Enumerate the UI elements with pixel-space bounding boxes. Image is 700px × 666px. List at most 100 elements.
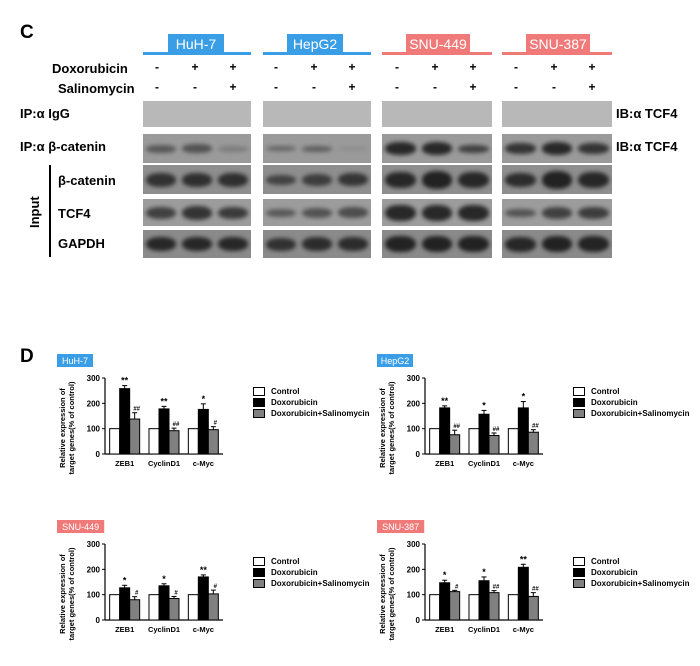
treatment-sign: + [588, 60, 596, 74]
blot-panel [143, 134, 251, 163]
blot-band [218, 145, 248, 152]
cell-line-underline [143, 52, 251, 55]
treatment-sign: - [312, 80, 316, 94]
y-axis-label-line: target genes(% of control) [387, 381, 396, 474]
bar [488, 592, 500, 621]
chart-title-tag [377, 520, 425, 533]
legend-label: Doxorubicin [591, 568, 638, 577]
blot-band [338, 237, 368, 251]
blot-band [421, 236, 453, 252]
bar [478, 413, 490, 455]
y-axis-label: Relative expression of target genes(% of … [378, 381, 396, 474]
significance-marker: # [214, 584, 218, 590]
bar [439, 407, 451, 455]
significance-marker: ## [173, 422, 180, 428]
x-category-label: CyclinD1 [468, 625, 500, 634]
significance-marker: # [214, 421, 218, 427]
significance-marker: ** [160, 396, 168, 406]
blot-band [338, 173, 368, 186]
cell-line-tag: HuH-7 [168, 34, 224, 54]
significance-marker: ## [133, 407, 140, 413]
y-tick-label: 100 [407, 591, 421, 600]
blot-panel [143, 165, 251, 194]
blot-panel [502, 134, 612, 163]
legend-label: Doxorubicin+Salinomycin [271, 579, 370, 588]
panel-d-letter: D [20, 346, 34, 367]
legend-label: Doxorubicin [271, 398, 318, 407]
y-tick-label: 200 [87, 565, 101, 574]
legend-label: Control [271, 557, 300, 566]
bar [187, 428, 199, 455]
blot-band [302, 145, 332, 152]
legend-swatch [573, 398, 585, 407]
blot-band [578, 236, 609, 252]
blot-panel [263, 101, 371, 127]
blot-panel [382, 199, 492, 226]
row-label-tcf4: TCF4 [58, 206, 91, 221]
legend-swatch [253, 409, 265, 418]
row-label-gapdh: GAPDH [58, 236, 105, 251]
treatment-sign: + [588, 80, 596, 94]
bar [129, 599, 141, 621]
bar [527, 595, 539, 621]
bar [468, 428, 480, 455]
treatment-sign: + [348, 80, 356, 94]
blot-panel [382, 165, 492, 194]
x-category-label: ZEB1 [115, 459, 134, 468]
legend-swatch [573, 579, 585, 588]
significance-marker: ** [200, 565, 208, 575]
bar [478, 580, 490, 621]
treatment-sign: + [348, 60, 356, 74]
blot-band [385, 204, 416, 221]
bar [527, 431, 539, 455]
significance-marker: * [482, 567, 486, 577]
y-tick-label: 300 [407, 374, 421, 383]
treatment-sign: - [274, 60, 278, 74]
treatment-sign: + [191, 60, 199, 74]
y-tick-label: 200 [87, 399, 101, 408]
panel-c-letter: C [20, 22, 34, 43]
y-axis-label: Relative expression of target genes(% of … [58, 547, 76, 640]
treatment-sign: + [469, 60, 477, 74]
legend: Control Doxorubicin Doxorubicin+Salinomy… [573, 386, 689, 419]
blot-band [458, 236, 489, 252]
blot-panel [263, 230, 371, 258]
bar [158, 585, 170, 621]
chart-title: HepG2 [381, 356, 410, 366]
treatment-label: Doxorubicin [52, 61, 128, 76]
y-tick-label: 0 [416, 450, 421, 459]
blot-band [146, 206, 176, 219]
legend-label: Doxorubicin+Salinomycin [591, 579, 690, 588]
significance-marker: * [123, 575, 127, 585]
legend: Control Doxorubicin Doxorubicin+Salinomy… [253, 386, 369, 419]
x-category-label: ZEB1 [115, 625, 134, 634]
blot-band [182, 205, 212, 220]
bar [207, 429, 219, 455]
legend-swatch [253, 387, 265, 396]
chart-title: SNU-387 [382, 522, 419, 532]
cell-line-tag: SNU-387 [526, 34, 590, 54]
blot-band [338, 207, 368, 218]
blot-band [385, 236, 416, 252]
blot-panel [143, 199, 251, 226]
y-axis-label-line: Relative expression of [58, 388, 67, 468]
blot-band [146, 172, 176, 187]
bar [507, 594, 519, 621]
ib-label: IB:α TCF4 [616, 139, 678, 154]
blot-band [541, 236, 573, 252]
bar [148, 428, 160, 455]
cell-line-underline [502, 52, 612, 55]
legend-label: Doxorubicin+Salinomycin [271, 409, 370, 418]
bar [517, 566, 529, 621]
blot-band [182, 237, 212, 251]
bar [168, 430, 180, 455]
treatment-sign: - [155, 80, 159, 94]
blot-band [266, 208, 296, 217]
blot-panel [143, 230, 251, 258]
bar [109, 594, 121, 621]
blot-panel [263, 165, 371, 194]
legend-swatch [573, 557, 585, 566]
blot-band [421, 204, 453, 221]
significance-marker: ## [493, 427, 500, 433]
significance-marker: * [443, 570, 447, 580]
